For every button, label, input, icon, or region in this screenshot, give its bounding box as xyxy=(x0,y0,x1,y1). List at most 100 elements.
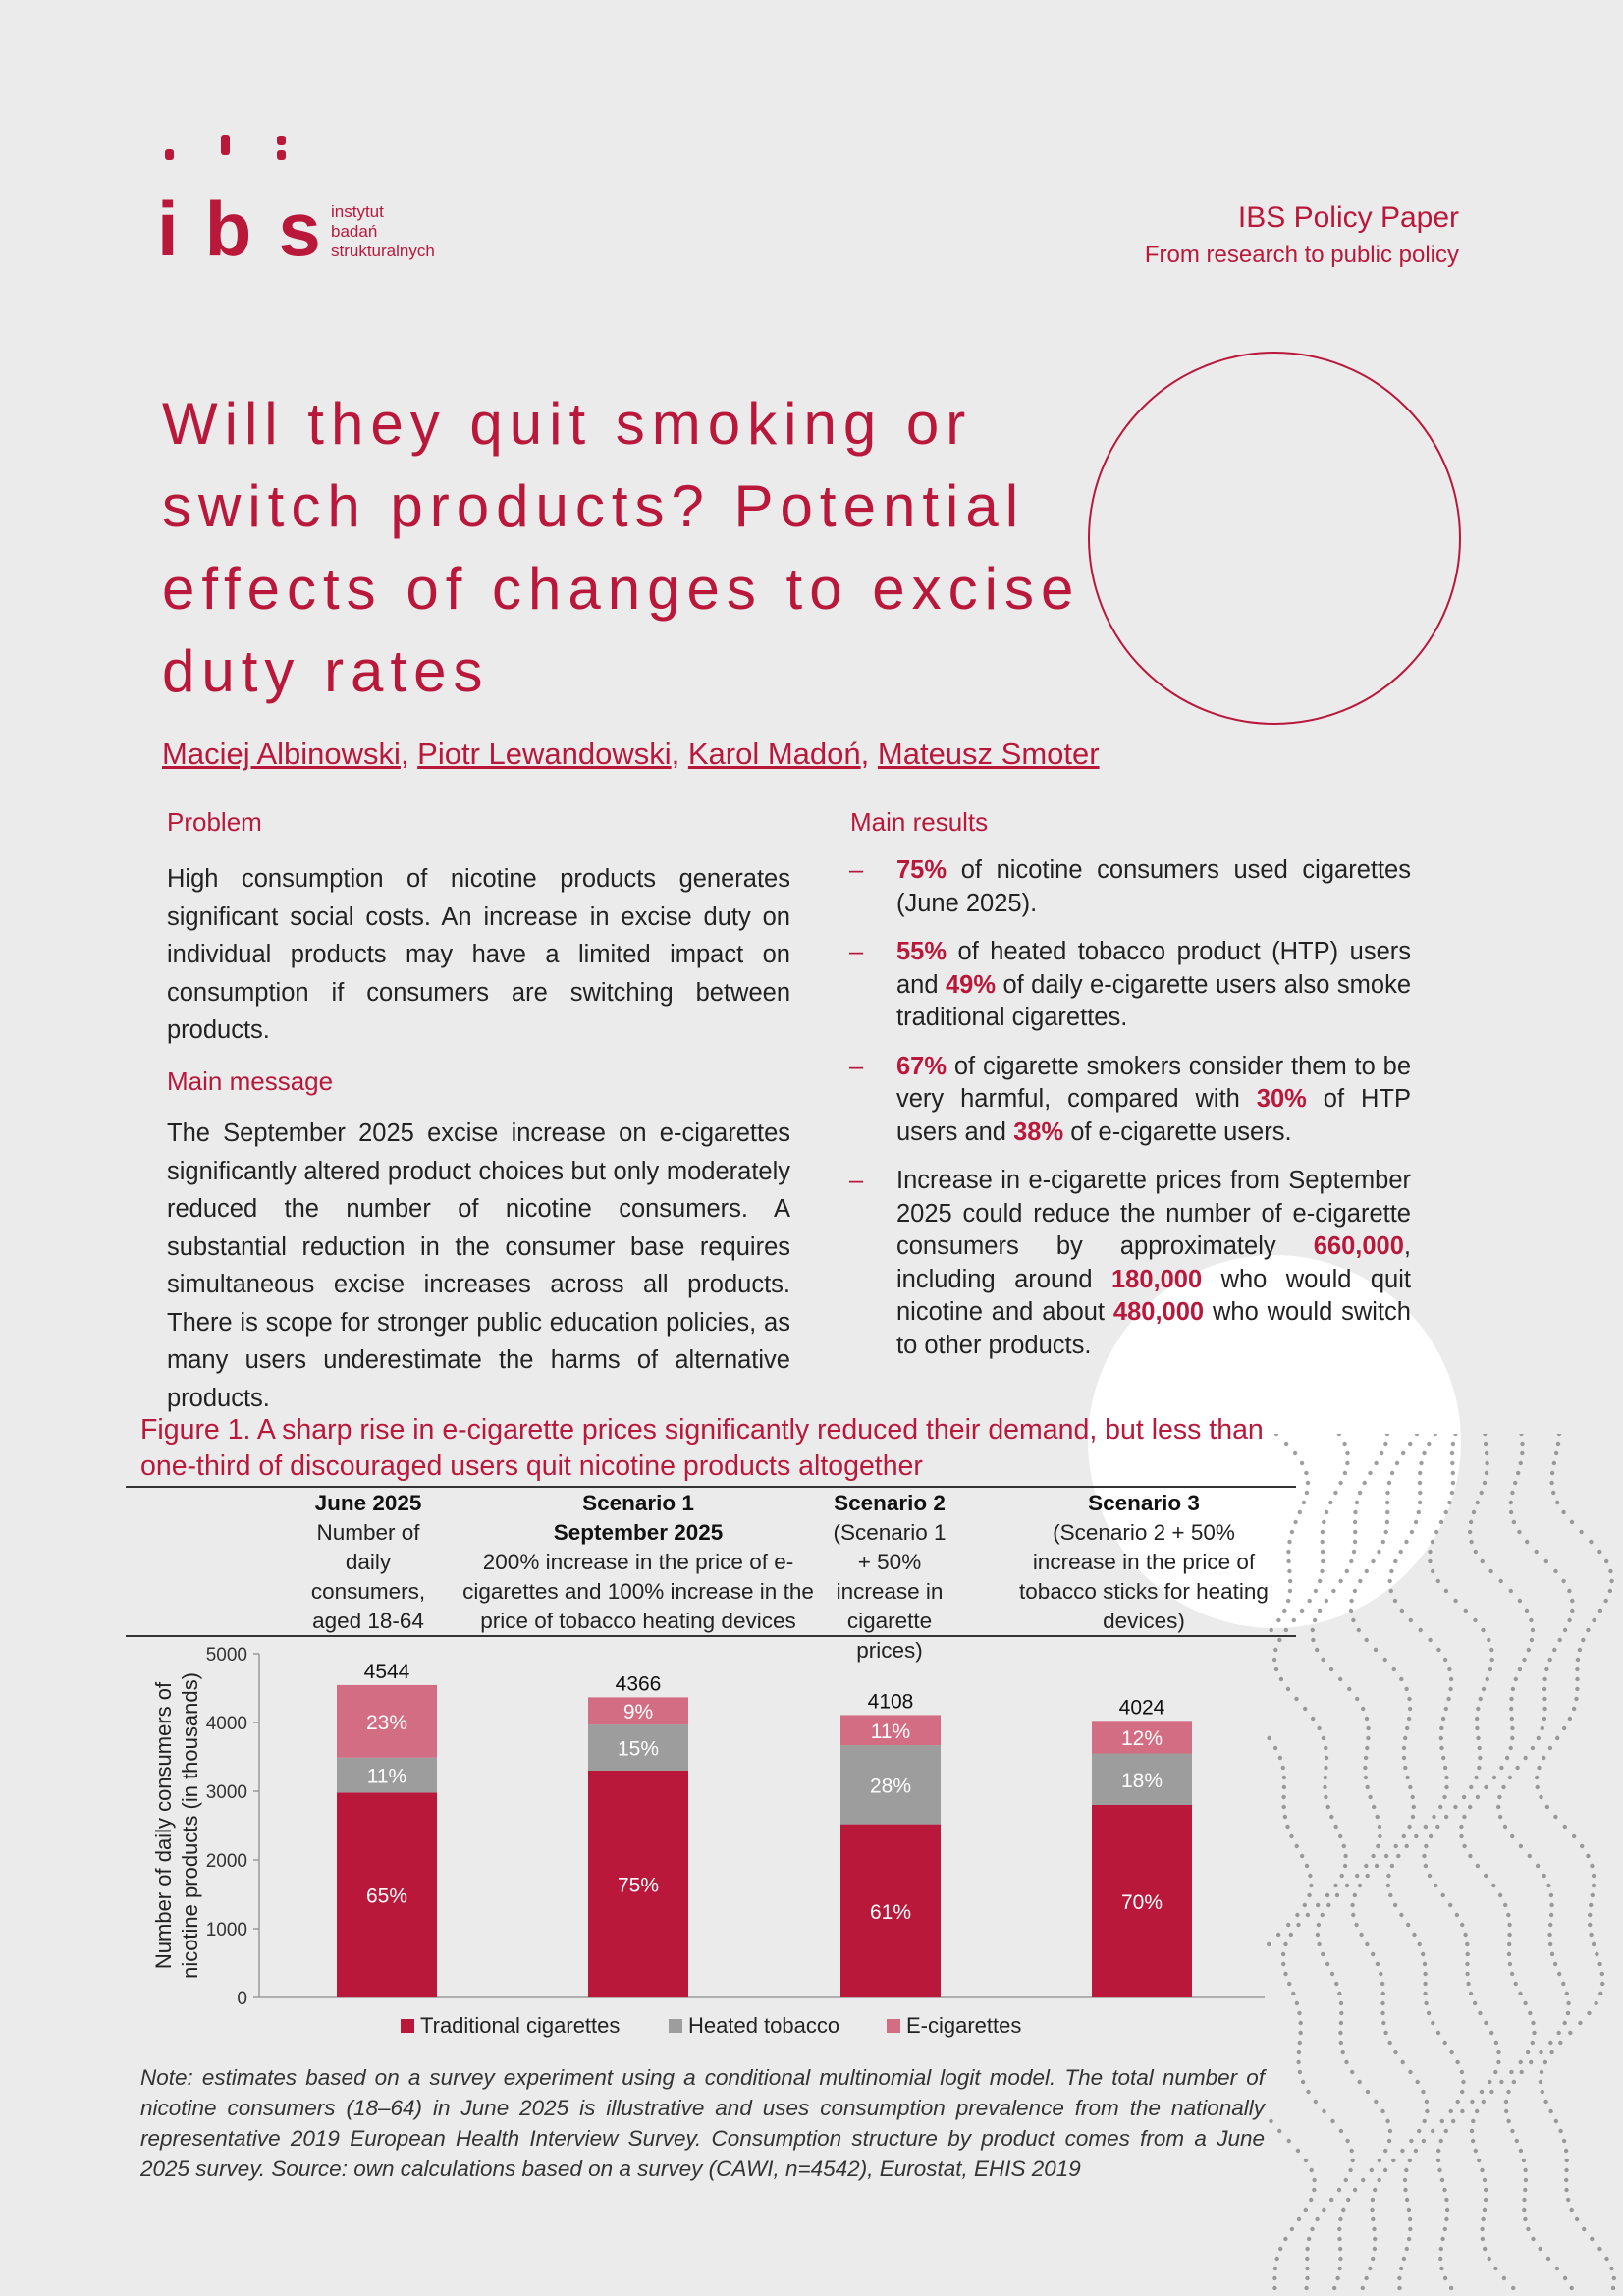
decor-dot xyxy=(1380,2000,1385,2006)
ibs-logo: ibs instytut badań strukturalnych xyxy=(157,135,435,272)
decor-dot xyxy=(1438,2138,1443,2144)
decor-dot xyxy=(1357,1490,1363,1496)
decor-dot xyxy=(1453,1434,1458,1437)
decor-dot xyxy=(1470,2138,1476,2144)
decor-dot xyxy=(1544,1804,1550,1810)
decor-dot xyxy=(1372,2246,1378,2252)
decor-dot xyxy=(1449,2050,1454,2055)
decor-dot xyxy=(1267,1735,1271,1741)
decor-dot xyxy=(1481,2099,1486,2105)
decor-dot xyxy=(1577,1647,1583,1653)
bar-total-label: 4544 xyxy=(364,1661,410,1683)
y-axis-label: Number of daily consumers ofnicotine pro… xyxy=(151,1672,202,1979)
decor-dot xyxy=(1320,1568,1325,1574)
decor-dot xyxy=(1317,1725,1322,1731)
decor-dot xyxy=(1423,1824,1429,1830)
decor-dot xyxy=(1408,1784,1413,1790)
author-link[interactable]: Maciej Albinowski xyxy=(162,737,401,771)
decor-dot xyxy=(1449,1450,1455,1456)
bar-segment xyxy=(337,1792,437,1997)
decor-dot xyxy=(1551,1460,1557,1466)
decor-dot xyxy=(1435,1578,1440,1584)
decor-dot xyxy=(1410,1814,1416,1820)
decor-dot xyxy=(1469,2128,1475,2134)
decor-dot xyxy=(1338,1480,1343,1486)
decor-dot xyxy=(1330,2118,1335,2124)
decor-dot xyxy=(1475,1725,1480,1731)
decor-dot xyxy=(1272,2266,1278,2271)
problem-text: High consumption of nicotine products ge… xyxy=(167,865,790,1044)
decor-dot xyxy=(1304,1470,1309,1476)
decor-dot xyxy=(1522,1657,1527,1663)
decor-dot xyxy=(1435,2158,1441,2163)
decor-dot xyxy=(1476,1735,1481,1741)
decor-dot xyxy=(1507,1932,1512,1938)
decor-dot xyxy=(1523,2187,1528,2193)
decor-dot xyxy=(1564,2177,1569,2183)
decor-dot xyxy=(1548,2108,1553,2114)
data-label: 23% xyxy=(366,1712,407,1734)
decor-dot xyxy=(1528,2010,1533,2016)
decor-dot xyxy=(1534,1549,1539,1555)
decor-dot xyxy=(1510,1735,1515,1741)
decor-dot xyxy=(1483,2197,1488,2203)
author-link[interactable]: Mateusz Smoter xyxy=(877,737,1100,771)
decor-dot xyxy=(1571,1833,1577,1839)
scenario-header-2: Scenario 2 (Scenario 1 + 50% increase in… xyxy=(833,1489,947,1666)
decor-dot xyxy=(1316,1902,1321,1908)
decor-dot xyxy=(1487,2256,1491,2262)
decor-dot xyxy=(1318,1578,1323,1584)
decor-dot xyxy=(1439,2266,1444,2271)
dash-bullet: – xyxy=(849,1052,864,1080)
decor-dot xyxy=(1407,1824,1412,1830)
decor-dot xyxy=(1287,1539,1292,1545)
decor-dot xyxy=(1281,1784,1287,1790)
decor-dot xyxy=(1321,1657,1325,1663)
decor-dot xyxy=(1567,1617,1572,1623)
decor-dot xyxy=(1448,1902,1453,1908)
decor-dot xyxy=(1322,2108,1326,2114)
author-link[interactable]: Piotr Lewandowski xyxy=(417,737,672,771)
decor-dot xyxy=(1309,2197,1314,2203)
decor-dot xyxy=(1338,2256,1343,2262)
decor-dot xyxy=(1468,1853,1473,1859)
decor-dot xyxy=(1475,1794,1481,1800)
decor-dot xyxy=(1424,2000,1429,2006)
decor-dot xyxy=(1296,2216,1302,2222)
decor-dot xyxy=(1431,2020,1435,2026)
decor-dot xyxy=(1297,2040,1302,2046)
decor-dot xyxy=(1526,2226,1531,2232)
decor-dot xyxy=(1364,1568,1369,1574)
decor-dot xyxy=(1488,1568,1493,1574)
decor-dot xyxy=(1408,1617,1413,1623)
decor-dot xyxy=(1438,2256,1443,2262)
scenario-desc: (Scenario 1 + 50% increase in cigarette … xyxy=(833,1520,947,1663)
decor-dot xyxy=(1481,1686,1487,1692)
author-link[interactable]: Karol Madoń xyxy=(687,737,861,771)
decor-dot xyxy=(1503,2099,1509,2105)
decor-dot xyxy=(1359,1932,1364,1938)
data-label: 18% xyxy=(1121,1770,1163,1792)
decor-dot xyxy=(1350,2158,1355,2163)
result-item: –55% of heated tobacco product (HTP) use… xyxy=(849,938,1412,1031)
decor-dot xyxy=(1460,1922,1465,1928)
decor-dot xyxy=(1438,1519,1444,1525)
decor-dot xyxy=(1508,1745,1513,1751)
decor-dot xyxy=(1311,1716,1316,1722)
decor-dot xyxy=(1407,1696,1412,1702)
decor-dot xyxy=(1597,1961,1602,1967)
decor-dot xyxy=(1609,2266,1614,2271)
decor-dot xyxy=(1378,1833,1382,1839)
decor-dot xyxy=(1484,2187,1488,2193)
decor-dot xyxy=(1506,2118,1511,2124)
decor-dot xyxy=(1591,1883,1596,1888)
decor-dot xyxy=(1444,2197,1449,2203)
decor-dot xyxy=(1485,1676,1489,1682)
decor-dot xyxy=(1310,2226,1315,2232)
decor-dot xyxy=(1497,1892,1503,1898)
decor-dot xyxy=(1286,2138,1291,2144)
decor-dot xyxy=(1407,1706,1413,1712)
decor-dot xyxy=(1371,1853,1376,1859)
decor-dot xyxy=(1277,1755,1283,1761)
decor-dot xyxy=(1509,2069,1514,2075)
